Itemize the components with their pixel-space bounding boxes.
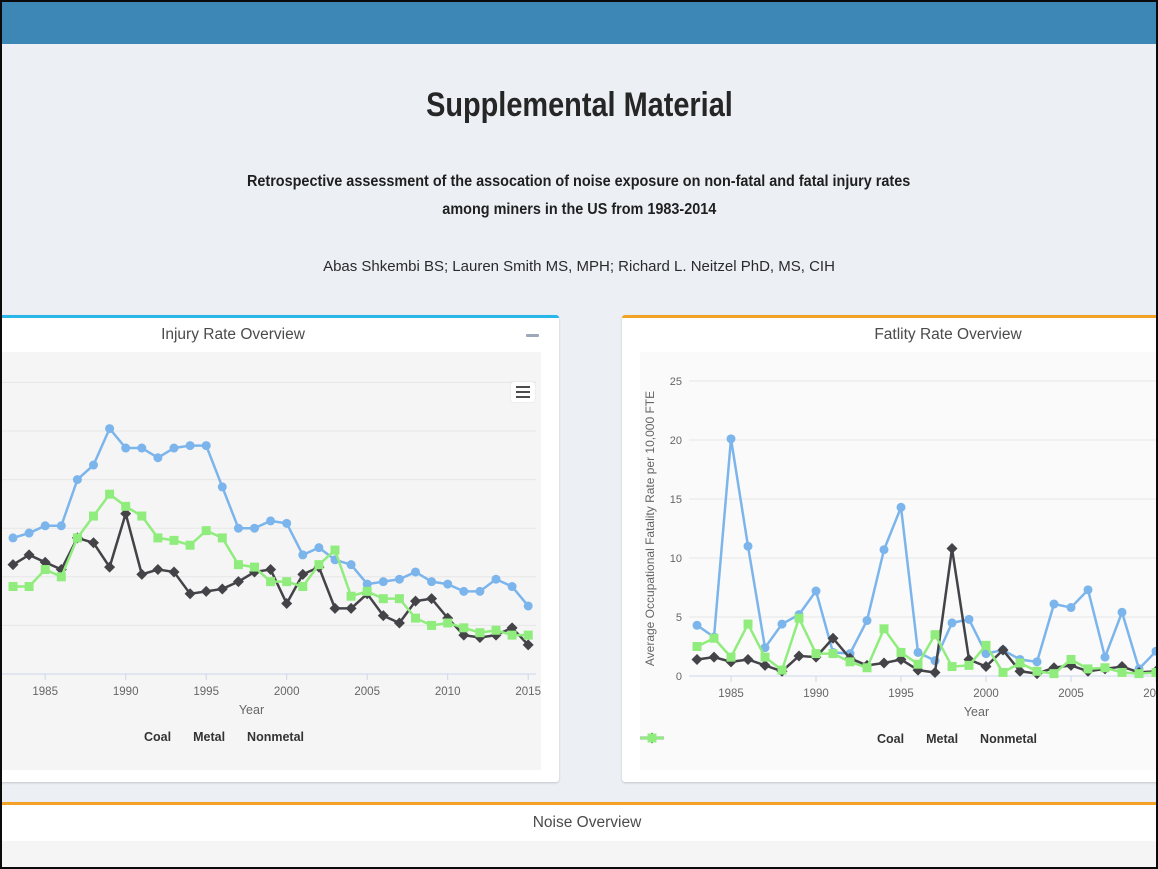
fatality-rate-panel: Fatlity Rate Overview 0 5 10 15 20 25 1985 1990… (622, 315, 1158, 782)
page-title-text: Supplemental Material (425, 86, 733, 124)
svg-text:15: 15 (670, 494, 682, 506)
legend-item-metal[interactable]: Metal (640, 732, 958, 746)
minus-icon (525, 333, 539, 337)
legend-item-coal[interactable]: Coal (640, 732, 904, 746)
svg-text:2010: 2010 (435, 686, 461, 698)
svg-text:Year: Year (239, 703, 264, 717)
svg-text:2010: 2010 (1143, 688, 1158, 700)
injury-rate-panel: Injury Rate Overview 1985 1990 1995 2000 200… (2, 315, 559, 782)
svg-text:2005: 2005 (1058, 688, 1084, 700)
fatality-panel-body: 0 5 10 15 20 25 1985 1990 1995 2000 2005 2010 Year Av… (622, 352, 1158, 770)
svg-text:2005: 2005 (354, 686, 380, 698)
svg-text:1990: 1990 (113, 686, 139, 698)
injury-panel-title: Injury Rate Overview (161, 326, 305, 343)
page-title: Supplemental Material (2, 86, 1156, 125)
fatality-panel-title: Fatlity Rate Overview (874, 326, 1022, 343)
svg-text:1995: 1995 (193, 686, 219, 698)
svg-text:20: 20 (670, 435, 682, 447)
legend-item-nonmetal[interactable]: Nonmetal (640, 732, 1037, 746)
subtitle-line-2: among miners in the US from 1983-2014 (441, 201, 716, 218)
noise-panel-header: Noise Overview (2, 805, 1156, 841)
fatality-chart-canvas[interactable]: 0 5 10 15 20 25 1985 1990 1995 2000 2005 2010 Year Av… (640, 352, 1158, 770)
injury-chart-canvas[interactable]: 1985 1990 1995 2000 2005 2010 2015 Year Coal Met… (2, 352, 541, 770)
legend-item-nonmetal[interactable]: Nonmetal (247, 730, 304, 744)
svg-text:2000: 2000 (274, 686, 300, 698)
svg-text:Year: Year (964, 705, 989, 719)
noise-panel: Noise Overview (2, 802, 1156, 867)
injury-collapse-button[interactable] (519, 318, 545, 352)
svg-text:10: 10 (670, 553, 682, 565)
svg-text:2000: 2000 (973, 688, 999, 700)
svg-text:1995: 1995 (888, 688, 914, 700)
injury-panel-body: 1985 1990 1995 2000 2005 2010 2015 Year Coal Met… (2, 352, 559, 770)
injury-chart-legend: Coal Metal Nonmetal (2, 730, 541, 744)
svg-text:5: 5 (676, 612, 682, 624)
injury-panel-header: Injury Rate Overview (2, 318, 559, 352)
noise-chart-canvas[interactable] (2, 841, 1156, 867)
subtitle-line-1: Retrospective assessment of the assocati… (247, 173, 911, 190)
study-subtitle: Retrospective assessment of the assocati… (2, 168, 1156, 224)
svg-text:0: 0 (676, 671, 682, 683)
top-navbar (2, 2, 1156, 44)
fatality-chart-legend: Coal Metal Nonmetal (640, 732, 1156, 746)
svg-text:1985: 1985 (718, 688, 744, 700)
svg-text:Average Occupational Fatality: Average Occupational Fatality Rate per 1… (643, 391, 657, 666)
noise-panel-title: Noise Overview (532, 814, 642, 831)
authors-line: Abas Shkembi BS; Lauren Smith MS, MPH; R… (323, 258, 835, 275)
svg-text:25: 25 (670, 376, 682, 388)
legend-item-coal[interactable]: Coal (144, 730, 172, 744)
svg-text:1985: 1985 (32, 686, 58, 698)
svg-text:2015: 2015 (515, 686, 541, 698)
svg-text:1990: 1990 (803, 688, 829, 700)
noise-panel-body (2, 841, 1156, 867)
legend-item-metal[interactable]: Metal (193, 730, 226, 744)
chart-context-menu-icon[interactable] (511, 382, 535, 402)
fatality-panel-header: Fatlity Rate Overview (622, 318, 1156, 352)
